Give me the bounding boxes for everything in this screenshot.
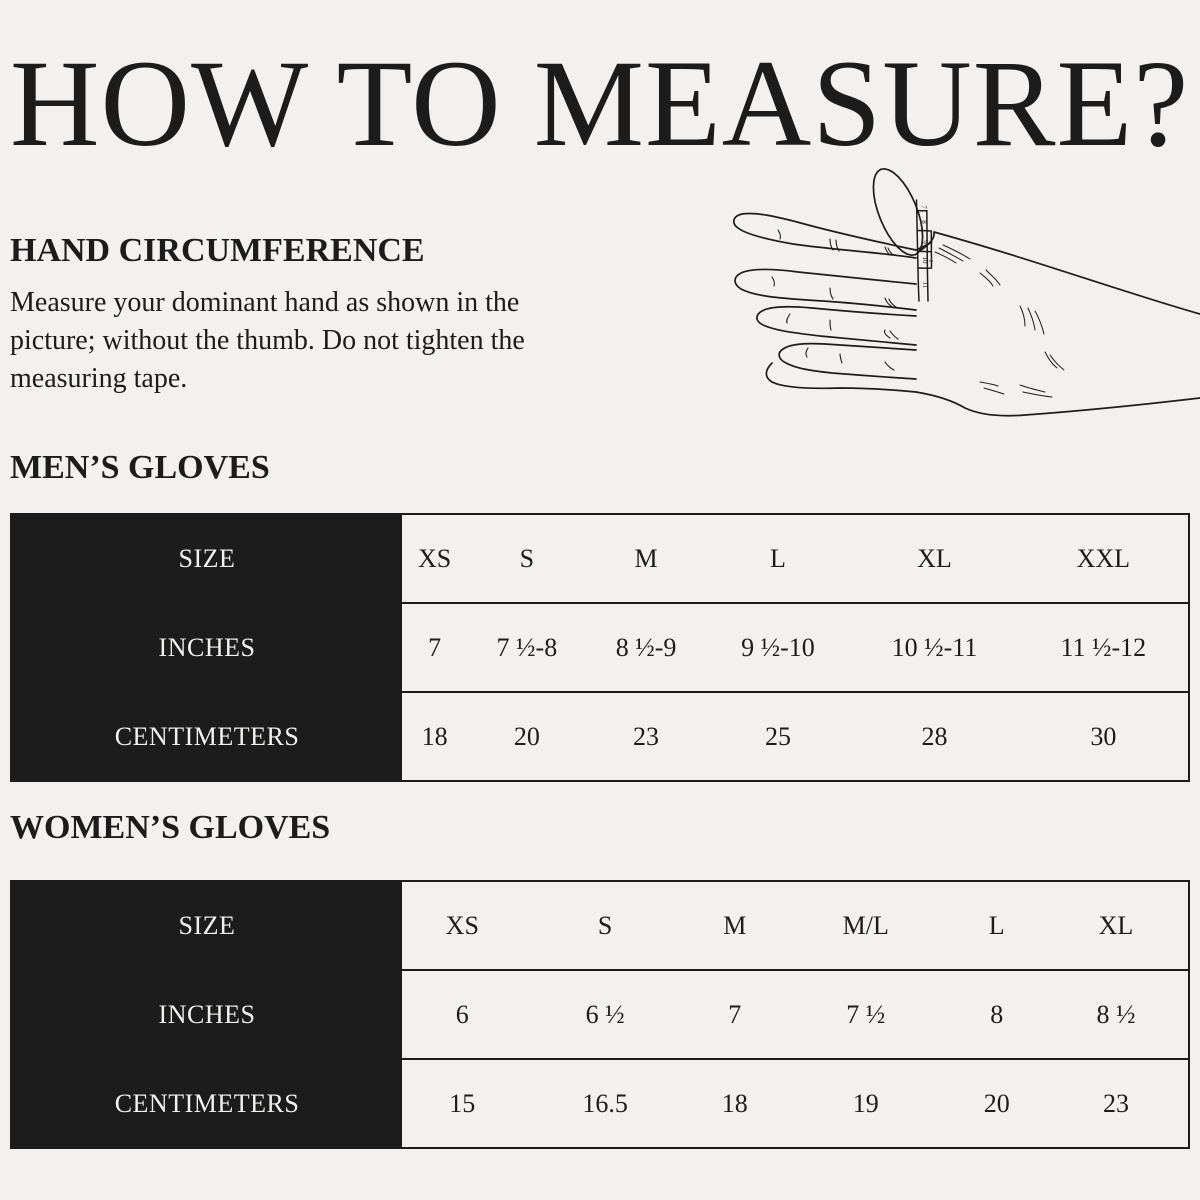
- svg-text:9: 9: [921, 240, 929, 244]
- svg-text:11: 11: [922, 282, 930, 289]
- svg-text:1: 1: [927, 241, 933, 244]
- svg-text:7: 7: [920, 205, 928, 209]
- svg-text:2: 2: [927, 260, 933, 263]
- svg-text:8: 8: [920, 220, 928, 224]
